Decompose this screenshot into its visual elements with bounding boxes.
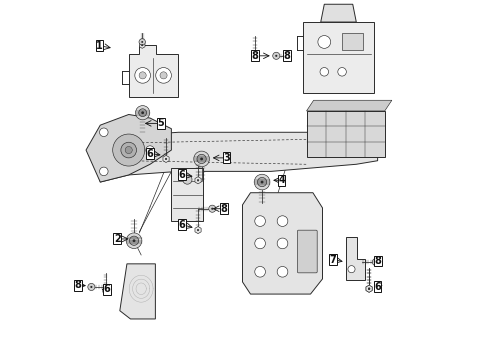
- Bar: [306, 111, 384, 157]
- Polygon shape: [242, 193, 322, 294]
- Circle shape: [197, 179, 198, 181]
- Circle shape: [374, 261, 376, 263]
- Text: 6: 6: [178, 170, 185, 180]
- Polygon shape: [103, 287, 108, 294]
- Text: 6: 6: [103, 285, 110, 295]
- Polygon shape: [139, 42, 145, 48]
- Polygon shape: [86, 115, 171, 182]
- Circle shape: [138, 109, 146, 117]
- Polygon shape: [365, 285, 371, 292]
- Circle shape: [272, 52, 279, 59]
- FancyBboxPatch shape: [297, 230, 317, 273]
- Bar: [302, 22, 373, 93]
- Circle shape: [319, 67, 328, 76]
- Circle shape: [260, 181, 263, 183]
- Polygon shape: [320, 4, 356, 22]
- Circle shape: [129, 236, 138, 245]
- Circle shape: [135, 67, 150, 83]
- Text: 8: 8: [220, 204, 227, 214]
- Circle shape: [208, 205, 215, 212]
- Circle shape: [276, 216, 287, 226]
- Circle shape: [200, 157, 203, 160]
- Text: 3: 3: [223, 153, 229, 163]
- Circle shape: [99, 128, 108, 136]
- Polygon shape: [306, 100, 391, 111]
- Circle shape: [105, 290, 106, 291]
- Text: 6: 6: [374, 282, 380, 292]
- Circle shape: [254, 266, 265, 277]
- Text: 6: 6: [178, 220, 185, 230]
- Circle shape: [194, 151, 209, 167]
- Circle shape: [121, 142, 136, 158]
- Polygon shape: [100, 132, 377, 182]
- Circle shape: [125, 146, 132, 154]
- Circle shape: [211, 208, 213, 210]
- Circle shape: [90, 286, 92, 288]
- Text: 7: 7: [329, 255, 336, 265]
- Text: 8: 8: [374, 256, 380, 266]
- Text: 4: 4: [278, 175, 285, 185]
- Circle shape: [165, 158, 166, 160]
- Circle shape: [155, 67, 171, 83]
- Text: 8: 8: [283, 51, 289, 61]
- Circle shape: [141, 111, 144, 114]
- Circle shape: [347, 266, 354, 273]
- Circle shape: [141, 41, 143, 43]
- Circle shape: [182, 175, 192, 184]
- Polygon shape: [195, 226, 201, 233]
- Text: 8: 8: [251, 51, 258, 61]
- Circle shape: [367, 288, 369, 290]
- Circle shape: [88, 283, 95, 291]
- Circle shape: [126, 233, 141, 248]
- Circle shape: [317, 36, 330, 48]
- Polygon shape: [251, 53, 257, 60]
- Polygon shape: [345, 237, 364, 280]
- Circle shape: [135, 106, 150, 120]
- Circle shape: [139, 72, 146, 79]
- Polygon shape: [120, 264, 155, 319]
- Circle shape: [257, 177, 266, 187]
- Polygon shape: [128, 45, 178, 97]
- Circle shape: [254, 238, 265, 249]
- Circle shape: [146, 146, 154, 154]
- Bar: [341, 33, 363, 50]
- Text: 8: 8: [75, 280, 81, 290]
- Circle shape: [132, 239, 135, 242]
- Text: 1: 1: [96, 41, 103, 51]
- Circle shape: [276, 238, 287, 249]
- Circle shape: [141, 44, 143, 46]
- Circle shape: [254, 216, 265, 226]
- Circle shape: [254, 174, 269, 190]
- Text: 2: 2: [114, 234, 121, 244]
- Circle shape: [274, 55, 277, 57]
- Polygon shape: [163, 155, 169, 162]
- Circle shape: [367, 288, 369, 290]
- Circle shape: [139, 39, 145, 45]
- Circle shape: [112, 134, 144, 166]
- Text: 6: 6: [146, 149, 153, 159]
- Circle shape: [197, 154, 206, 164]
- Circle shape: [99, 167, 108, 176]
- Circle shape: [337, 67, 346, 76]
- Polygon shape: [195, 177, 201, 184]
- Polygon shape: [365, 285, 371, 292]
- Text: 5: 5: [157, 119, 164, 129]
- Circle shape: [254, 56, 255, 58]
- Circle shape: [197, 229, 198, 231]
- Circle shape: [160, 72, 167, 79]
- Circle shape: [276, 266, 287, 277]
- Bar: [171, 168, 203, 221]
- Circle shape: [372, 258, 378, 266]
